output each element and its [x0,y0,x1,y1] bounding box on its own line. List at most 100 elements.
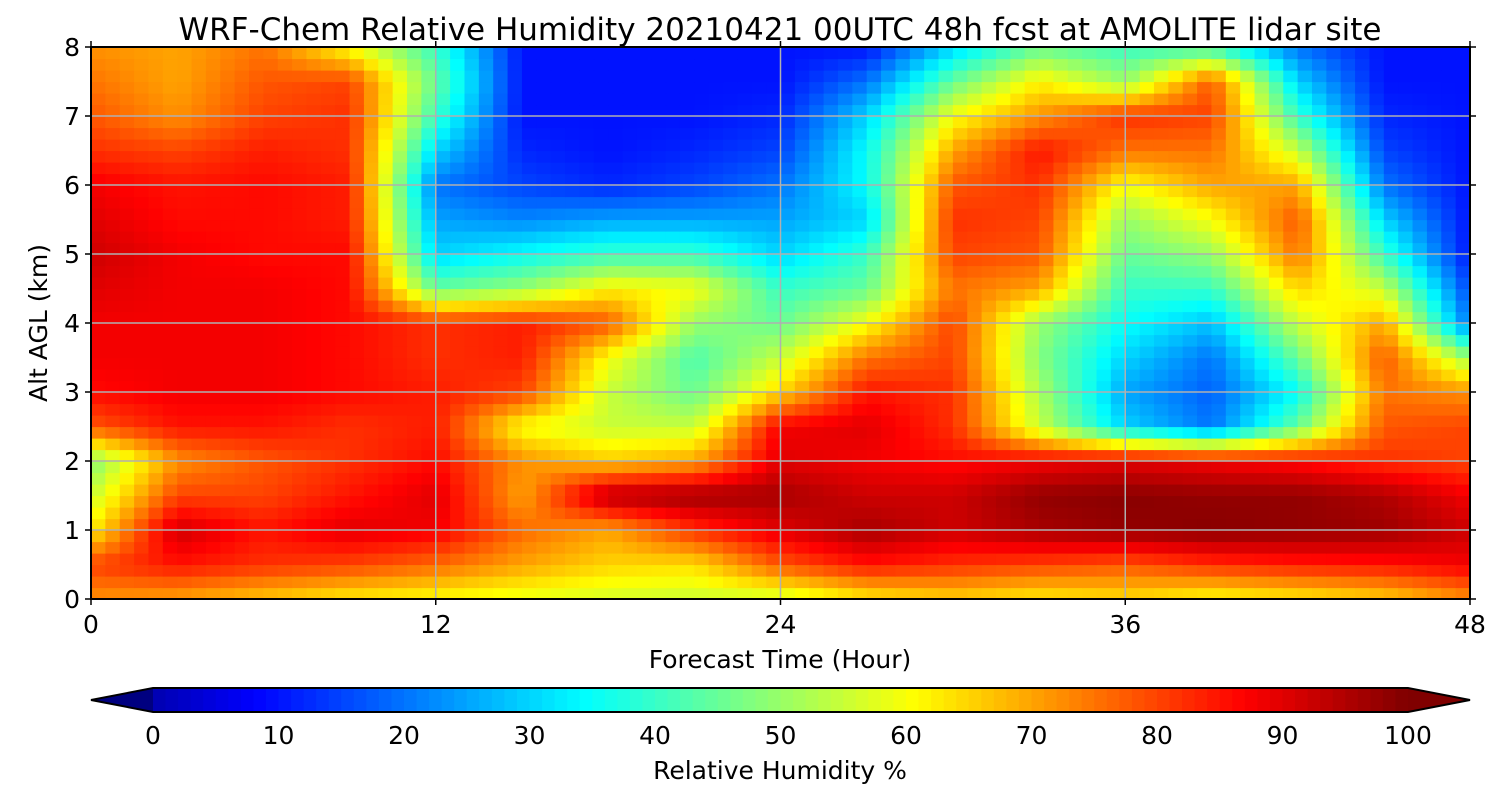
heatmap-cell [794,265,810,278]
heatmap-cell [780,530,796,543]
heatmap-cell [335,219,351,232]
heatmap-cell [924,58,940,71]
heatmap-cell [737,530,753,543]
x-tick-label: 12 [420,610,452,639]
heatmap-cell [91,541,106,554]
heatmap-cell [1426,438,1442,451]
heatmap-cell [191,231,207,244]
heatmap-cell [1398,208,1414,221]
heatmap-cell [881,426,897,439]
heatmap-cell [1297,564,1313,577]
heatmap-cell [881,288,897,301]
heatmap-cell [1024,587,1040,599]
heatmap-cell [507,265,523,278]
heatmap-cell [91,530,106,543]
heatmap-cell [1340,70,1356,83]
heatmap-cell [995,70,1011,83]
heatmap-cell [1125,415,1141,428]
heatmap-cell [363,541,379,554]
heatmap-cell [162,380,178,393]
heatmap-cell [1053,127,1069,140]
heatmap-cell [708,288,724,301]
heatmap-cell [694,242,710,255]
heatmap-cell [909,208,925,221]
heatmap-cell [1268,311,1284,324]
heatmap-cell [550,553,566,566]
heatmap-cell [708,518,724,531]
heatmap-cell [349,47,365,60]
heatmap-cell [478,185,494,198]
heatmap-cell [392,185,408,198]
heatmap-cell [809,116,825,129]
heatmap-cell [1168,426,1184,439]
heatmap-cell [737,484,753,497]
colorbar-extend-high [1408,688,1470,712]
heatmap-cell [191,507,207,520]
heatmap-cell [737,403,753,416]
heatmap-cell [1010,277,1026,290]
heatmap-cell [1225,311,1241,324]
heatmap-cell [263,219,279,232]
heatmap-cell [593,196,609,209]
heatmap-cell [938,116,954,129]
heatmap-cell [1096,461,1112,474]
heatmap-cell [1182,265,1198,278]
heatmap-cell [1168,254,1184,267]
heatmap-cell [162,300,178,313]
heatmap-cell [1240,104,1256,117]
heatmap-cell [1153,507,1169,520]
heatmap-cell [737,58,753,71]
heatmap-cell [1024,162,1040,175]
heatmap-cell [1369,150,1385,163]
heatmap-cell [909,150,925,163]
heatmap-cell [1426,564,1442,577]
heatmap-cell [694,127,710,140]
heatmap-cell [105,369,121,382]
heatmap-cell [1139,254,1155,267]
heatmap-cell [1168,185,1184,198]
heatmap-cell [1182,507,1198,520]
heatmap-cell [636,208,652,221]
heatmap-cell [392,150,408,163]
heatmap-cell [1340,392,1356,405]
heatmap-cell [1340,300,1356,313]
colorbar-tick-label: 50 [765,721,797,750]
heatmap-cell [91,553,106,566]
x-axis-ticks: 0 12 24 36 48 [83,41,1486,639]
heatmap-cell [723,277,738,290]
heatmap-cell [751,587,767,599]
heatmap-cell [1010,530,1026,543]
heatmap-cell [1355,139,1371,152]
heatmap-cell [521,127,537,140]
heatmap-cell [579,438,595,451]
heatmap-cell [780,438,796,451]
heatmap-cell [924,392,940,405]
heatmap-cell [263,127,279,140]
heatmap-cell [1096,495,1112,508]
heatmap-cell [952,472,968,485]
heatmap-cell [507,81,523,94]
heatmap-cell [335,185,351,198]
heatmap-cell [464,196,480,209]
heatmap-cell [1441,219,1457,232]
heatmap-cell [1441,150,1457,163]
heatmap-cell [1110,265,1126,278]
heatmap-cell [105,58,121,71]
heatmap-cell [809,311,825,324]
heatmap-cell [263,392,279,405]
colorbar-segment [1144,688,1158,712]
heatmap-cell [823,208,839,221]
heatmap-cell [981,507,997,520]
heatmap-cell [809,93,825,106]
heatmap-cell [579,93,595,106]
heatmap-cell [895,231,911,244]
heatmap-cell [938,530,954,543]
heatmap-cell [1024,461,1040,474]
heatmap-cell [1211,265,1227,278]
heatmap-cell [909,369,925,382]
heatmap-cell [1182,415,1198,428]
heatmap-cell [134,93,150,106]
heatmap-cell [1153,150,1169,163]
heatmap-cell [1283,162,1299,175]
heatmap-cell [1024,173,1040,186]
